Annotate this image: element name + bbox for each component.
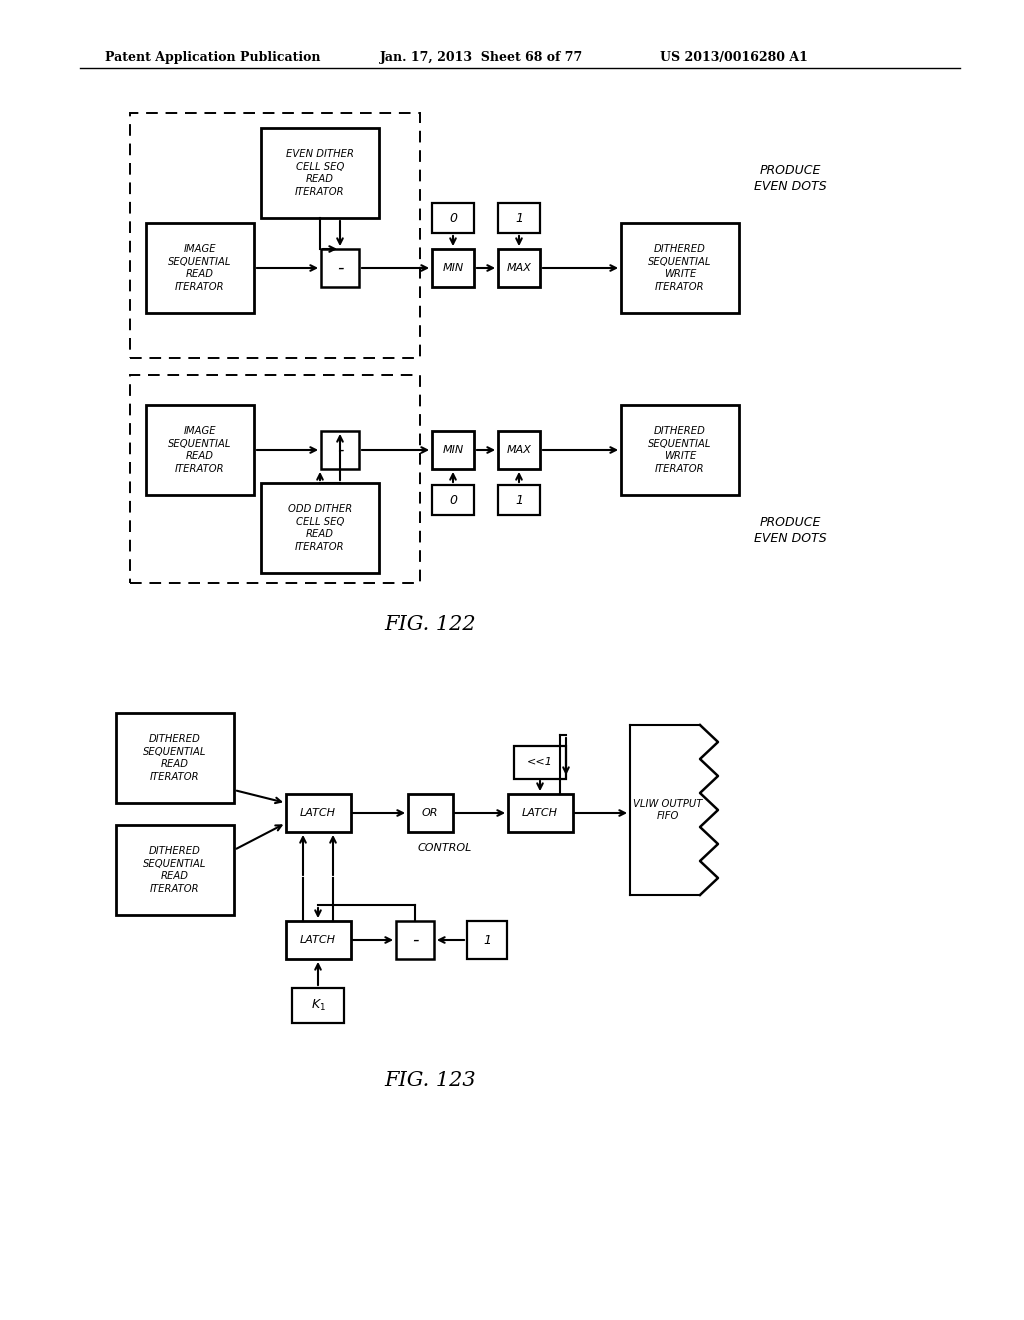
Bar	[261, 483, 379, 573]
Text: DITHERED
SEQUENTIAL
WRITE
ITERATOR: DITHERED SEQUENTIAL WRITE ITERATOR	[648, 244, 712, 292]
Text: IMAGE
SEQUENTIAL
READ
ITERATOR: IMAGE SEQUENTIAL READ ITERATOR	[168, 426, 231, 474]
Text: VLIW OUTPUT
FIFO: VLIW OUTPUT FIFO	[633, 799, 702, 821]
Bar	[621, 405, 739, 495]
Text: Jan. 17, 2013  Sheet 68 of 77: Jan. 17, 2013 Sheet 68 of 77	[380, 50, 584, 63]
Bar	[130, 375, 420, 583]
Text: -: -	[337, 441, 343, 459]
Bar	[432, 203, 474, 234]
Text: DITHERED
SEQUENTIAL
READ
ITERATOR: DITHERED SEQUENTIAL READ ITERATOR	[143, 734, 207, 781]
Text: MAX: MAX	[507, 263, 531, 273]
Bar	[130, 114, 420, 358]
Bar	[432, 484, 474, 515]
Bar	[498, 432, 540, 469]
Bar	[432, 432, 474, 469]
Text: LATCH: LATCH	[300, 808, 336, 818]
Text: LATCH: LATCH	[300, 935, 336, 945]
Bar	[467, 921, 507, 960]
Bar	[396, 921, 434, 960]
Text: 1: 1	[483, 933, 490, 946]
Bar	[116, 825, 234, 915]
Bar	[498, 249, 540, 286]
Bar	[286, 795, 350, 832]
Text: MAX: MAX	[507, 445, 531, 455]
Bar	[292, 987, 344, 1023]
Text: PRODUCE
EVEN DOTS: PRODUCE EVEN DOTS	[754, 164, 826, 193]
Text: EVEN DITHER
CELL SEQ
READ
ITERATOR: EVEN DITHER CELL SEQ READ ITERATOR	[286, 149, 354, 197]
Text: 0: 0	[449, 494, 457, 507]
Text: MIN: MIN	[442, 445, 464, 455]
Text: DITHERED
SEQUENTIAL
READ
ITERATOR: DITHERED SEQUENTIAL READ ITERATOR	[143, 846, 207, 894]
Bar	[432, 249, 474, 286]
Text: MIN: MIN	[442, 263, 464, 273]
Text: OR: OR	[422, 808, 438, 818]
Bar	[116, 713, 234, 803]
Bar	[321, 249, 359, 286]
Text: <<1: <<1	[527, 756, 553, 767]
Text: -: -	[337, 259, 343, 277]
Text: DITHERED
SEQUENTIAL
WRITE
ITERATOR: DITHERED SEQUENTIAL WRITE ITERATOR	[648, 426, 712, 474]
Text: CONTROL: CONTROL	[418, 843, 472, 853]
Text: FIG. 122: FIG. 122	[384, 615, 476, 635]
Text: Patent Application Publication: Patent Application Publication	[105, 50, 321, 63]
Bar	[498, 484, 540, 515]
Text: PRODUCE
EVEN DOTS: PRODUCE EVEN DOTS	[754, 516, 826, 544]
Text: 1: 1	[515, 494, 523, 507]
Bar	[286, 921, 350, 960]
Text: US 2013/0016280 A1: US 2013/0016280 A1	[660, 50, 808, 63]
Text: FIG. 123: FIG. 123	[384, 1071, 476, 1089]
Text: ODD DITHER
CELL SEQ
READ
ITERATOR: ODD DITHER CELL SEQ READ ITERATOR	[288, 504, 352, 552]
Bar	[146, 405, 254, 495]
Text: 0: 0	[449, 211, 457, 224]
Text: IMAGE
SEQUENTIAL
READ
ITERATOR: IMAGE SEQUENTIAL READ ITERATOR	[168, 244, 231, 292]
Bar	[621, 223, 739, 313]
Bar	[514, 746, 566, 779]
Bar	[408, 795, 453, 832]
Text: $K_1$: $K_1$	[310, 998, 326, 1012]
Bar	[321, 432, 359, 469]
Bar	[498, 203, 540, 234]
Bar	[508, 795, 572, 832]
Bar	[146, 223, 254, 313]
Bar	[261, 128, 379, 218]
Text: -: -	[412, 931, 418, 949]
Text: LATCH: LATCH	[522, 808, 558, 818]
Text: 1: 1	[515, 211, 523, 224]
